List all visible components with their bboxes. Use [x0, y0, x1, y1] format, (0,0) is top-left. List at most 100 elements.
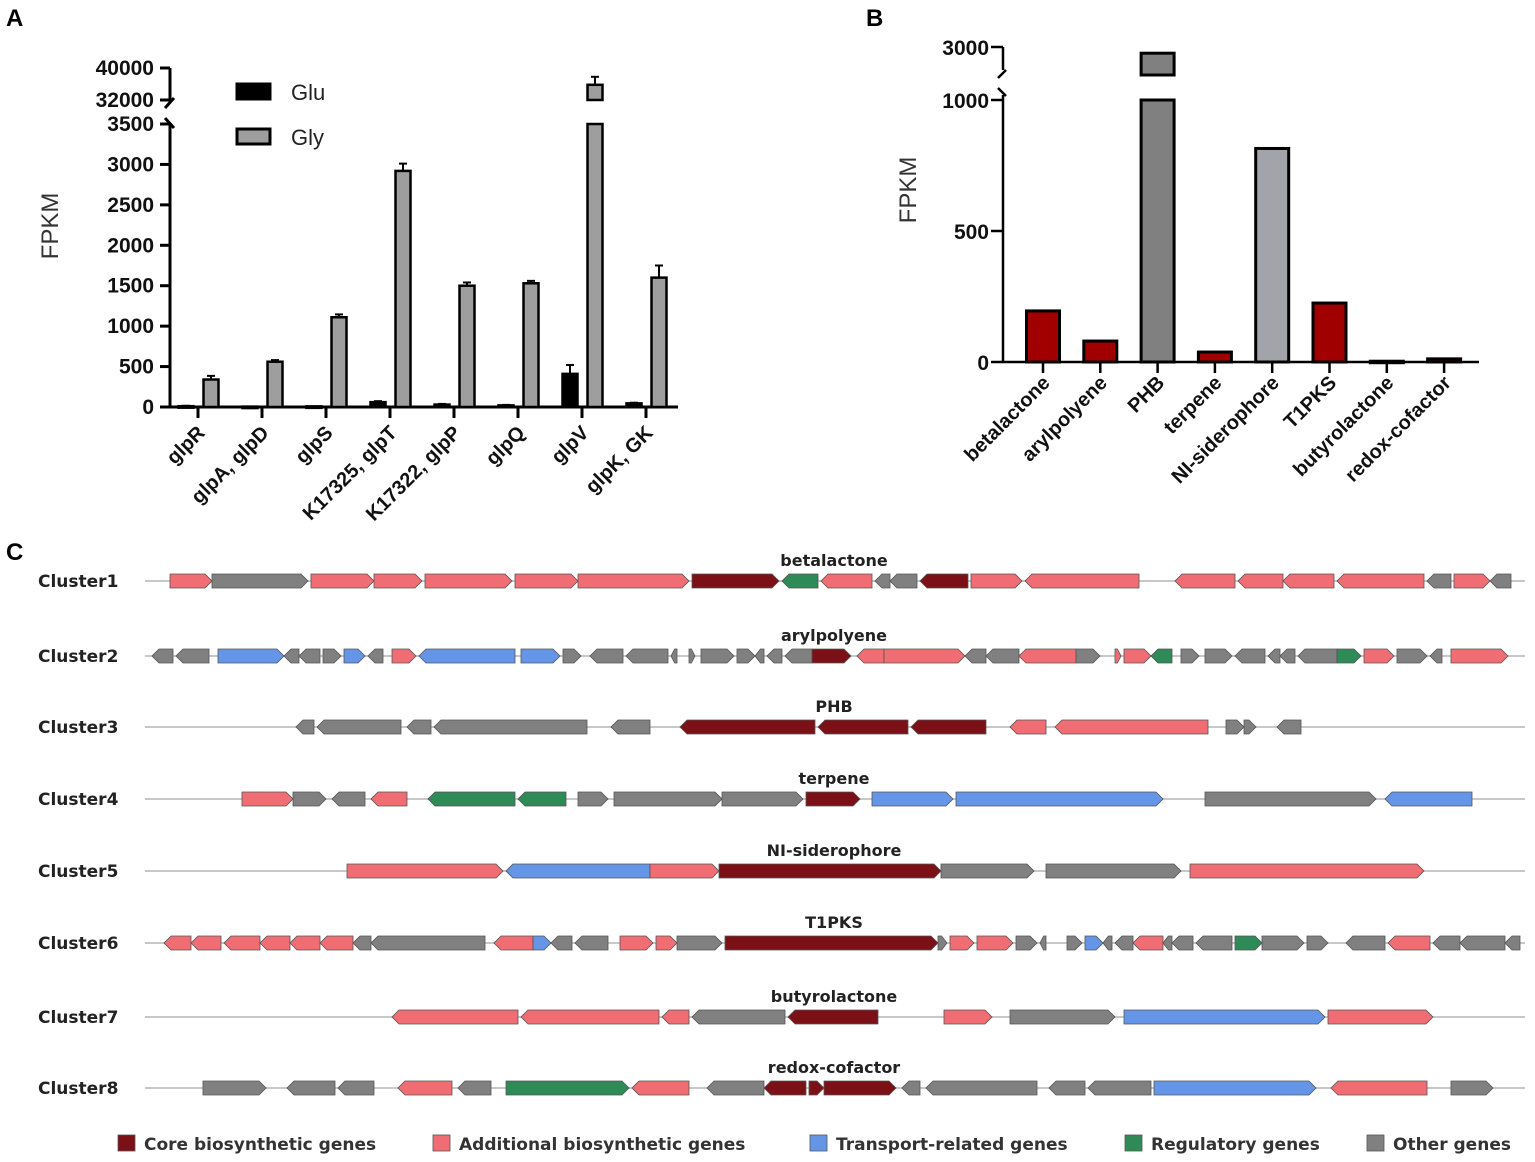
gene-arrow-regulatory	[1336, 648, 1362, 664]
gene-arrow-additional	[820, 573, 873, 589]
gene-arrow-additional	[163, 935, 192, 951]
gene-arrow-other	[1261, 935, 1305, 951]
gene-arrow-other	[1306, 935, 1329, 951]
gene-arrow-other	[1234, 648, 1266, 664]
y-tick-label: 3500	[107, 113, 154, 136]
gene-arrow-additional	[1114, 648, 1122, 664]
gene-arrow-additional	[1387, 935, 1431, 951]
gene-arrow-other	[1276, 719, 1302, 735]
bar-T1PKS	[1311, 301, 1348, 364]
bar-glu	[433, 403, 451, 409]
gene-arrow-additional	[241, 791, 294, 807]
gene-arrow-other	[1195, 935, 1233, 951]
gene-arrow-core	[679, 719, 816, 735]
gene-arrow-additional	[631, 1080, 690, 1096]
x-tick-label: glpV	[547, 422, 594, 469]
gene-arrow-additional	[373, 573, 423, 589]
cluster-type-title: betalactone	[780, 551, 888, 570]
bar-gly	[330, 315, 348, 409]
cluster-type-title: terpene	[799, 769, 870, 788]
gene-arrow-other	[985, 648, 1020, 664]
x-tick-label: redox-cofactor	[1341, 372, 1456, 487]
bar-glu	[561, 372, 579, 409]
gene-arrow-other	[175, 648, 210, 664]
bar-gly	[586, 83, 604, 102]
gene-arrow-other	[691, 1009, 786, 1025]
gene-arrow-regulatory	[781, 573, 819, 589]
gene-arrow-additional	[856, 648, 885, 664]
gene-arrow-other	[1102, 935, 1113, 951]
gene-arrow-transport	[343, 648, 366, 664]
gene-arrow-other	[316, 719, 402, 735]
gene-arrow-transport	[1084, 935, 1104, 951]
gene-arrow-additional	[619, 935, 654, 951]
gene-arrow-other	[1267, 648, 1281, 664]
x-tick-label: butyrolactone	[1289, 372, 1398, 481]
gene-arrow-other	[292, 791, 327, 807]
y-tick-label: 1000	[107, 315, 154, 338]
cluster-label: Cluster4	[38, 790, 119, 810]
bar-glu	[241, 405, 259, 410]
gene-arrow-other	[1171, 935, 1194, 951]
gene-arrow-other	[1039, 935, 1047, 951]
bar-terpene	[1196, 350, 1233, 364]
bar-gly	[202, 378, 220, 409]
gene-arrow-other	[286, 1080, 336, 1096]
gene-arrow-additional	[391, 1009, 519, 1025]
y-axis-title: FPKM	[895, 157, 922, 224]
gene-arrow-additional	[1450, 648, 1509, 664]
bar-glu	[305, 405, 323, 410]
bar-glu	[369, 400, 387, 409]
y-tick-label: 3000	[942, 37, 989, 60]
x-tick-label: glpK, GK	[581, 422, 657, 498]
legend-label-additional: Additional biosynthetic genes	[459, 1135, 745, 1155]
gene-arrow-regulatory	[1234, 935, 1263, 951]
gene-arrow-additional	[1327, 1009, 1434, 1025]
bar-NI-siderophore	[1254, 146, 1291, 364]
gene-arrow-additional	[1282, 573, 1335, 589]
y-tick-label: 0	[142, 396, 154, 419]
gene-arrow-additional	[223, 935, 261, 951]
gene-arrow-core	[811, 648, 852, 664]
gene-arrow-additional	[970, 573, 1023, 589]
gene-arrow-other	[964, 648, 987, 664]
gene-arrow-other	[736, 648, 756, 664]
panel-label-c: C	[6, 539, 23, 566]
y-tick-label: 40000	[96, 57, 154, 80]
gene-arrow-other	[295, 719, 315, 735]
cluster-label: Cluster8	[38, 1079, 118, 1099]
gene-arrow-other	[613, 791, 723, 807]
gene-arrow-core	[787, 1009, 879, 1025]
gene-arrow-additional	[577, 573, 690, 589]
gene-arrow-other	[211, 573, 309, 589]
gene-arrow-transport	[217, 648, 285, 664]
gene-arrow-additional	[424, 573, 513, 589]
gene-arrow-additional	[943, 1009, 993, 1025]
cluster-type-title: NI-siderophore	[767, 841, 902, 860]
legend-label-gly: Gly	[291, 125, 324, 150]
gene-arrow-regulatory	[427, 791, 516, 807]
gene-arrow-other	[670, 648, 678, 664]
gene-arrow-other	[706, 1080, 765, 1096]
y-tick-label: 1500	[107, 275, 154, 298]
y-tick-label: 500	[954, 221, 989, 244]
gene-arrow-additional	[310, 573, 375, 589]
gene-arrow-other	[721, 791, 804, 807]
bar-glu	[625, 402, 643, 409]
y-tick-label: 1000	[942, 90, 989, 113]
legend-label-other: Other genes	[1393, 1135, 1511, 1155]
bar-gly	[586, 122, 604, 409]
bar-redox-cofactor	[1426, 357, 1463, 364]
legend-swatch-additional	[432, 1134, 451, 1152]
axis-break-mark	[163, 96, 176, 110]
gene-arrow-other	[688, 648, 696, 664]
gene-arrow-other	[1204, 791, 1377, 807]
gene-arrow-other	[925, 1080, 1038, 1096]
gene-arrow-transport	[1123, 1009, 1326, 1025]
gene-arrow-other	[406, 719, 432, 735]
y-tick-label: 500	[119, 356, 154, 379]
gene-arrow-other	[1087, 1080, 1152, 1096]
gene-arrow-transport	[505, 863, 651, 879]
gene-arrow-additional	[1009, 719, 1047, 735]
